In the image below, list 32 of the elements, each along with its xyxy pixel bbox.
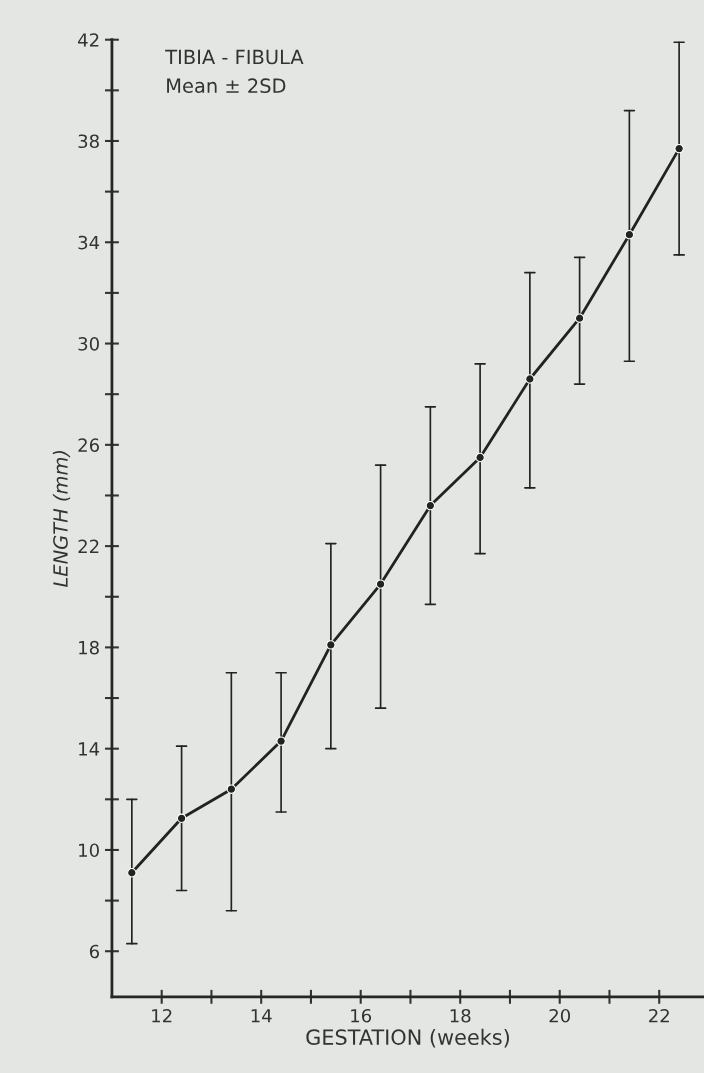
point [176, 813, 187, 823]
y-tick-label: 38 [78, 134, 99, 149]
y-tick-label: 22 [78, 539, 99, 553]
x-tick-label: 16 [351, 1008, 372, 1023]
point [127, 868, 137, 878]
x-tick-label: 14 [251, 1009, 272, 1023]
y-tick-label: 10 [79, 843, 99, 858]
annotation: Mean ± 2SD [167, 78, 286, 94]
y-tick-label: 34 [78, 235, 100, 250]
point [574, 313, 585, 323]
x-tick-label: 22 [649, 1008, 669, 1023]
y-tick-label: 26 [78, 438, 99, 452]
point [375, 579, 386, 589]
annotation: TIBIA - FIBULA [165, 49, 304, 65]
y-tick-label: 6 [89, 944, 99, 959]
y-tick-label: 18 [79, 640, 99, 655]
x-tick-label: 12 [152, 1008, 172, 1023]
point [276, 736, 286, 746]
y-tick-label: 42 [78, 33, 99, 47]
x-tick-label: 20 [549, 1008, 570, 1023]
y-tick-label: 14 [79, 742, 100, 756]
point [624, 229, 635, 240]
point [475, 452, 485, 463]
y-tick-label: 30 [78, 337, 99, 351]
point [425, 500, 436, 511]
point [525, 374, 535, 384]
x-axis-title: GESTATION (weeks) [306, 1028, 509, 1048]
point [674, 143, 684, 154]
y-axis-title: LENGTH (mm) [52, 451, 71, 587]
x-tick-label: 18 [450, 1008, 471, 1023]
point [326, 640, 336, 650]
point [226, 784, 237, 794]
